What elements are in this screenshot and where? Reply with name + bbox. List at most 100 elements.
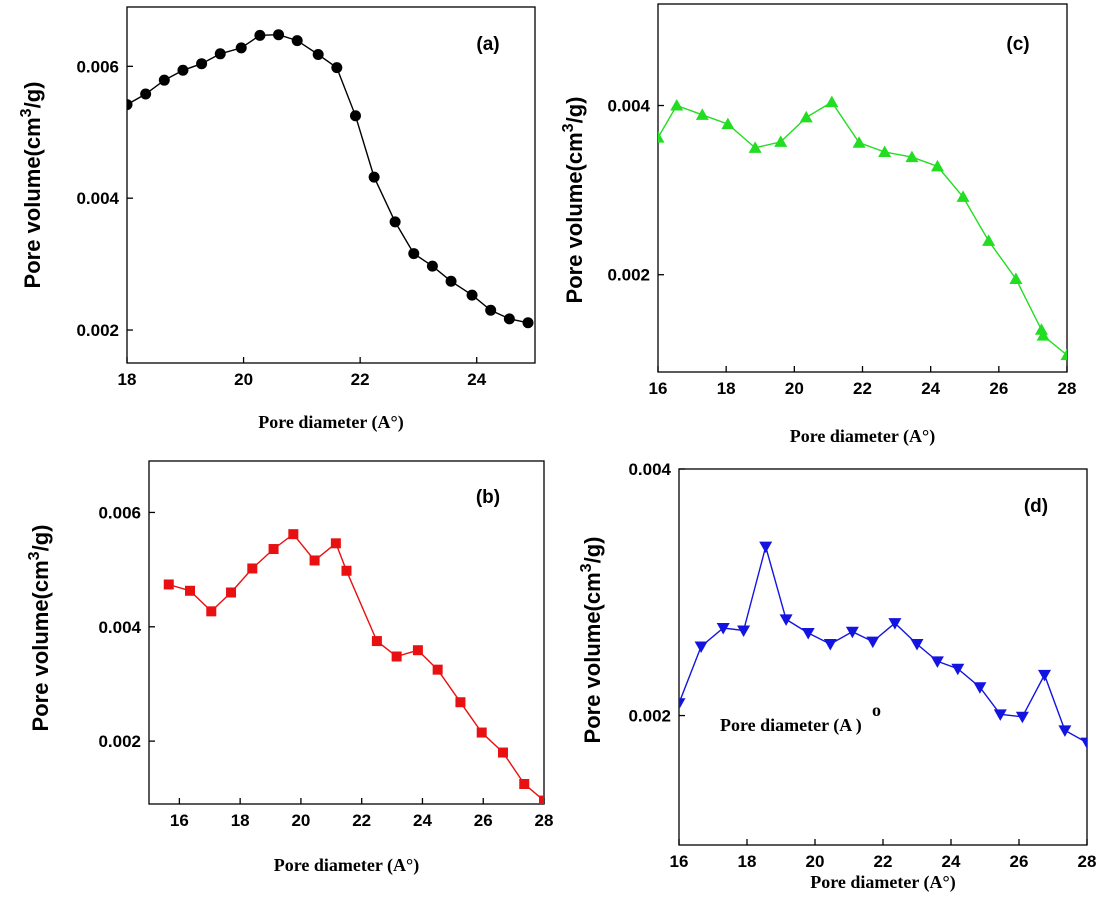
- y-tick-label: 0.002: [628, 707, 671, 726]
- data-point: [801, 627, 815, 640]
- x-tick-label: 16: [170, 811, 189, 830]
- panel-label: (d): [1024, 496, 1048, 517]
- x-tick-label: 26: [989, 379, 1008, 398]
- data-point: [389, 216, 401, 228]
- data-point: [214, 48, 226, 60]
- data-point: [695, 108, 709, 120]
- y-axis-label: Pore volume(cm3/g): [578, 537, 605, 744]
- y-axis-label: Pore volume(cm3/g): [26, 525, 53, 732]
- data-point: [910, 639, 924, 651]
- data-point: [679, 698, 686, 710]
- plot-frame: [148, 460, 545, 805]
- data-point: [445, 275, 457, 287]
- panel-label: (c): [1006, 34, 1029, 55]
- data-point: [247, 563, 258, 574]
- x-tick-label: 18: [231, 811, 250, 830]
- data-point: [466, 289, 478, 301]
- chart-panel-c: 16 18 20 22 24 26 28 0.002 0.004 Pore diameter (A…: [560, 3, 1077, 447]
- plot-frame: [657, 3, 1068, 373]
- data-point: [497, 747, 508, 758]
- data-point: [391, 651, 402, 662]
- data-point: [759, 541, 773, 554]
- x-tick-label: 22: [351, 370, 370, 389]
- x-tick-label: 24: [921, 379, 940, 398]
- plot-frame: [678, 468, 1088, 846]
- chart-panel-b: 16 18 20 22 24 26 28 0.002 0.004 0.006 Pore diamet…: [26, 460, 553, 876]
- data-series: [163, 529, 544, 804]
- data-point: [408, 248, 420, 260]
- data-point: [196, 58, 208, 70]
- data-point: [254, 29, 266, 41]
- data-point: [878, 145, 892, 158]
- chart-panel-a: 18 20 22 24 0.002 0.004 0.006 Pore diameter (A°…: [18, 6, 536, 433]
- x-axis-label: Pore diameter (A°): [810, 872, 955, 893]
- y-tick-label: 0.004: [628, 460, 671, 479]
- data-point: [1058, 725, 1072, 737]
- x-tick-label: 20: [785, 379, 804, 398]
- y-axis-label: Pore volume(cm3/g): [560, 97, 587, 304]
- data-point: [1015, 711, 1029, 724]
- chart-panel-d: 16 18 20 22 24 26 28 0.002 0.004 Pore diameter (A…: [578, 460, 1096, 893]
- data-point: [1080, 737, 1087, 750]
- x-tick-label: 22: [352, 811, 371, 830]
- data-point: [774, 135, 788, 147]
- x-tick-label: 24: [942, 852, 961, 871]
- x-tick-label: 22: [874, 852, 893, 871]
- series-line: [127, 33, 529, 324]
- x-tick-label: 28: [1078, 852, 1097, 871]
- data-point: [235, 42, 247, 54]
- y-tick-label: 0.004: [98, 618, 141, 637]
- data-point: [982, 234, 996, 246]
- data-point: [309, 555, 320, 566]
- data-point: [312, 48, 324, 60]
- data-point: [140, 88, 152, 100]
- x-tick-label: 20: [234, 370, 253, 389]
- data-point: [476, 727, 487, 738]
- y-tick-label: 0.006: [98, 503, 141, 522]
- data-point: [349, 110, 361, 122]
- data-point: [670, 99, 684, 111]
- data-point: [694, 641, 708, 654]
- data-point: [503, 313, 515, 325]
- x-axis-label: Pore diameter (A°): [274, 855, 419, 876]
- x-tick-label: 20: [291, 811, 310, 830]
- data-point: [163, 579, 174, 590]
- data-point: [993, 709, 1007, 721]
- data-point: [412, 645, 423, 656]
- x-axis-label: Pore diameter (A°): [790, 426, 935, 447]
- data-series: [127, 29, 534, 329]
- data-point: [905, 150, 919, 163]
- x-tick-label: 22: [853, 379, 872, 398]
- plot-frame: [126, 6, 536, 364]
- series-line: [658, 101, 1067, 356]
- data-point: [799, 110, 813, 123]
- data-point: [779, 614, 793, 626]
- y-tick-label: 0.002: [98, 732, 141, 751]
- x-tick-label: 18: [118, 370, 137, 389]
- data-point: [519, 778, 530, 789]
- x-tick-label: 26: [1010, 852, 1029, 871]
- x-tick-label: 28: [1058, 379, 1077, 398]
- x-tick-label: 18: [717, 379, 736, 398]
- series-line: [168, 533, 544, 802]
- x-tick-label: 26: [474, 811, 493, 830]
- data-point: [341, 565, 352, 576]
- x-tick-label: 24: [413, 811, 432, 830]
- data-point: [273, 29, 285, 41]
- data-point: [973, 682, 987, 694]
- data-point: [288, 529, 299, 540]
- panel-label: (a): [476, 34, 499, 55]
- data-point: [268, 544, 279, 555]
- y-tick-label: 0.004: [76, 189, 119, 208]
- y-tick-label: 0.002: [76, 321, 119, 340]
- x-tick-label: 16: [670, 852, 689, 871]
- data-point: [721, 117, 735, 130]
- data-point: [748, 141, 762, 153]
- data-point: [737, 625, 751, 637]
- data-series: [658, 95, 1067, 361]
- y-tick-label: 0.006: [76, 57, 119, 76]
- data-point: [658, 131, 665, 143]
- data-point: [455, 697, 466, 708]
- data-point: [206, 606, 217, 617]
